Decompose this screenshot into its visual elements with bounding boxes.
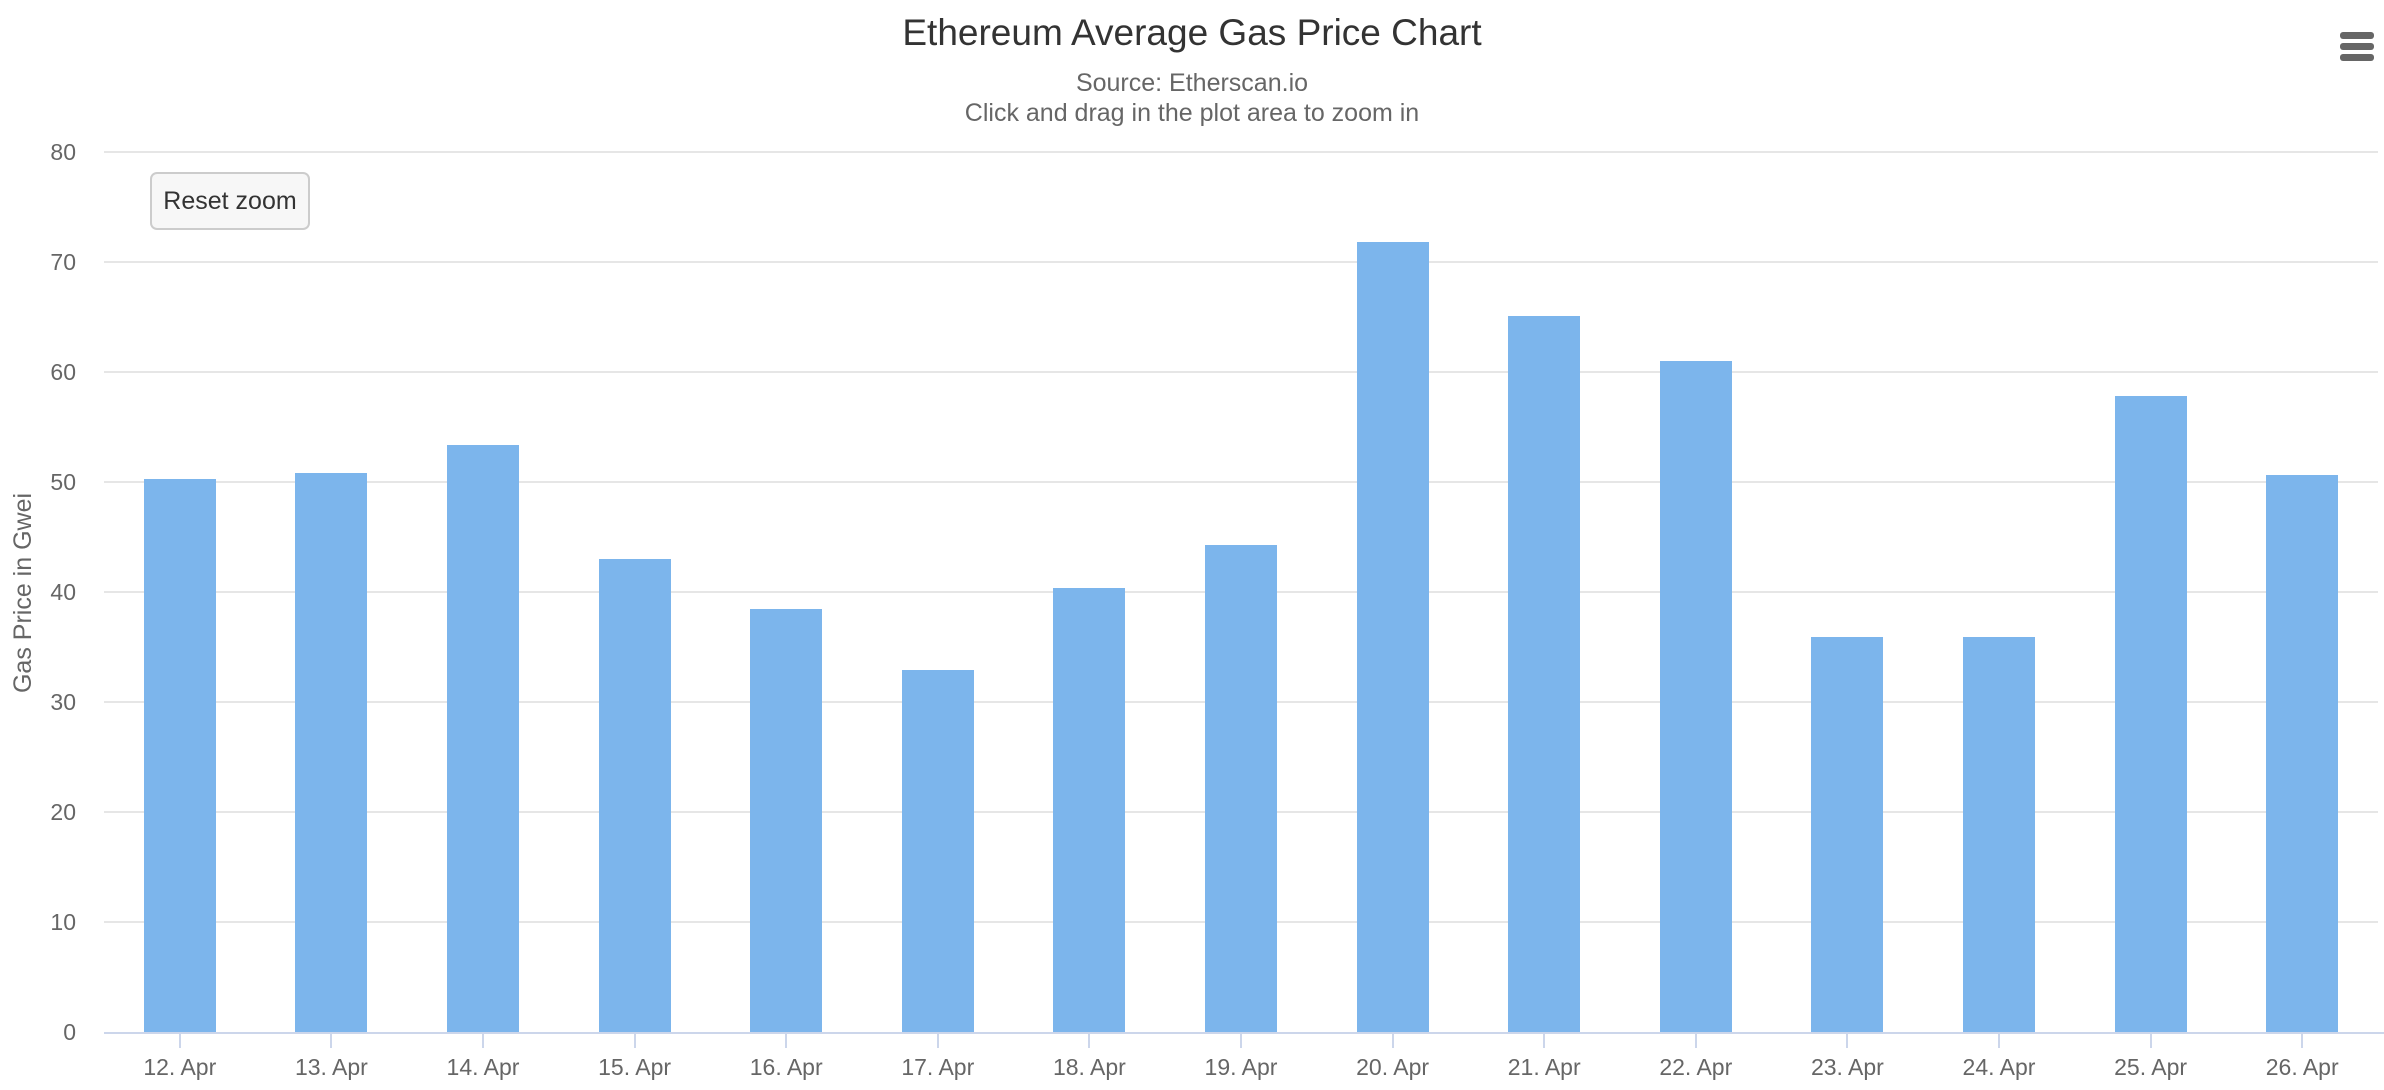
- bar-20-apr[interactable]: [1356, 242, 1429, 1032]
- x-axis-tick: [936, 1032, 939, 1048]
- y-axis-label-30: 30: [50, 689, 76, 715]
- x-axis-label-26-apr: 26. Apr: [2265, 1054, 2339, 1080]
- x-axis-tick: [1088, 1032, 1091, 1048]
- bar-23-apr[interactable]: [1811, 637, 1884, 1032]
- x-axis-label-19-apr: 19. Apr: [1204, 1054, 1278, 1080]
- bar-14-apr[interactable]: [447, 444, 519, 1032]
- bar-12-apr[interactable]: [143, 478, 216, 1032]
- bar-25-apr[interactable]: [2114, 396, 2187, 1032]
- x-axis-tick: [1846, 1032, 1849, 1048]
- x-axis-label-12-apr: 12. Apr: [143, 1054, 217, 1080]
- x-axis-label-17-apr: 17. Apr: [901, 1054, 975, 1080]
- x-axis-line: [104, 1032, 2384, 1034]
- x-axis-label-14-apr: 14. Apr: [446, 1054, 520, 1080]
- chart-subtitle-hint: Click and drag in the plot area to zoom …: [964, 99, 1420, 127]
- x-axis-label-22-apr: 22. Apr: [1659, 1054, 1733, 1080]
- x-axis-tick: [785, 1032, 788, 1048]
- bar-24-apr[interactable]: [1963, 637, 2035, 1032]
- x-axis-tick: [1543, 1032, 1546, 1048]
- x-axis-tick: [2301, 1032, 2304, 1048]
- y-axis-label-40: 40: [50, 579, 76, 605]
- bar-17-apr[interactable]: [901, 670, 974, 1032]
- chart-subtitle-source: Source: Etherscan.io: [1075, 69, 1309, 97]
- bar-13-apr[interactable]: [295, 473, 368, 1032]
- chart-subtitle: Source: Etherscan.io Click and drag in t…: [0, 68, 2384, 128]
- bar-19-apr[interactable]: [1205, 544, 1277, 1032]
- x-axis-tick: [1240, 1032, 1242, 1048]
- x-axis-label-15-apr: 15. Apr: [598, 1054, 672, 1080]
- x-axis-tick: [330, 1032, 333, 1048]
- x-axis-tick: [1391, 1032, 1394, 1048]
- hamburger-bar: [2340, 53, 2374, 61]
- bar-15-apr[interactable]: [598, 559, 671, 1032]
- hamburger-bar: [2340, 42, 2374, 50]
- x-axis-tick: [1694, 1032, 1697, 1048]
- hamburger-icon[interactable]: [2333, 24, 2381, 68]
- x-axis-tick: [633, 1032, 636, 1048]
- hamburger-bar: [2340, 31, 2374, 39]
- y-axis-label-80: 80: [50, 139, 76, 165]
- x-axis-label-20-apr: 20. Apr: [1356, 1054, 1430, 1080]
- x-axis-label-21-apr: 21. Apr: [1507, 1054, 1581, 1080]
- x-axis-tick: [482, 1032, 484, 1048]
- chart-title: Ethereum Average Gas Price Chart: [902, 12, 1482, 53]
- bar-18-apr[interactable]: [1053, 587, 1126, 1032]
- x-axis-label-18-apr: 18. Apr: [1052, 1054, 1126, 1080]
- x-axis-label-23-apr: 23. Apr: [1810, 1054, 1884, 1080]
- bar-22-apr[interactable]: [1659, 361, 1732, 1032]
- x-axis-label-16-apr: 16. Apr: [749, 1054, 823, 1080]
- y-axis-label-20: 20: [50, 799, 76, 825]
- bar-16-apr[interactable]: [750, 608, 823, 1032]
- bar-21-apr[interactable]: [1508, 315, 1581, 1032]
- y-axis-label-50: 50: [50, 469, 76, 495]
- reset-zoom-button[interactable]: Reset zoom: [150, 172, 310, 230]
- y-axis-label-10: 10: [50, 909, 76, 935]
- bar-26-apr[interactable]: [2266, 475, 2339, 1032]
- y-axis-label-60: 60: [50, 359, 76, 385]
- x-axis-label-25-apr: 25. Apr: [2114, 1054, 2188, 1080]
- y-axis-label-0: 0: [63, 1019, 76, 1045]
- x-axis-tick: [178, 1032, 181, 1048]
- x-axis-tick: [2149, 1032, 2152, 1048]
- x-axis-label-13-apr: 13. Apr: [294, 1054, 368, 1080]
- x-axis-label-24-apr: 24. Apr: [1962, 1054, 2036, 1080]
- x-axis-tick: [1998, 1032, 2000, 1048]
- y-axis-label-70: 70: [50, 249, 76, 275]
